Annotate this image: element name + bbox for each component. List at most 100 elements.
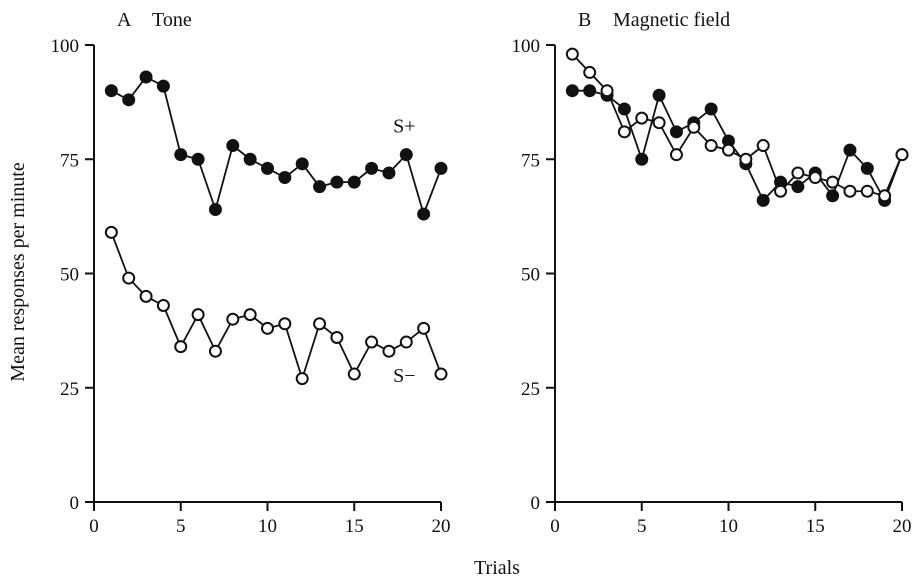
- y-tick-label: 0: [531, 493, 541, 514]
- x-tick-label: 10: [258, 516, 277, 537]
- x-tick-label: 5: [176, 516, 186, 537]
- data-point-filled: [366, 163, 377, 174]
- data-point-filled: [210, 204, 221, 215]
- data-point-filled: [297, 158, 308, 169]
- data-point-open: [366, 337, 377, 348]
- data-point-open: [401, 337, 412, 348]
- data-point-filled: [141, 71, 152, 82]
- panel-b: 0 25 50 75 100 0 5 10 15 20 B Magnetic field: [512, 9, 912, 537]
- data-point-open: [706, 140, 717, 151]
- data-point-open: [897, 149, 908, 160]
- data-point-filled: [245, 154, 256, 165]
- series-line-0: [111, 77, 441, 214]
- data-point-open: [175, 341, 186, 352]
- data-point-filled: [349, 177, 360, 188]
- panel-letter: B: [578, 9, 591, 31]
- series-line-1: [572, 54, 902, 196]
- data-point-filled: [671, 126, 682, 137]
- y-tick-label: 25: [60, 379, 79, 400]
- y-tick-label: 50: [60, 265, 79, 286]
- panel-title: Magnetic field: [613, 9, 730, 31]
- data-point-open: [279, 318, 290, 329]
- data-point-open: [584, 67, 595, 78]
- data-point-filled: [584, 85, 595, 96]
- data-point-open: [331, 332, 342, 343]
- y-tick-label: 75: [521, 150, 540, 171]
- data-point-open: [297, 373, 308, 384]
- data-point-open: [810, 172, 821, 183]
- data-point-filled: [436, 163, 447, 174]
- data-point-open: [740, 154, 751, 165]
- data-point-filled: [706, 103, 717, 114]
- data-point-filled: [331, 177, 342, 188]
- x-tick-label: 15: [345, 516, 364, 537]
- data-point-filled: [418, 209, 429, 220]
- x-tick-label: 5: [637, 516, 647, 537]
- x-tick-label: 15: [806, 516, 825, 537]
- x-axis-title: Trials: [474, 557, 520, 579]
- data-point-filled: [106, 85, 117, 96]
- data-point-open: [567, 49, 578, 60]
- data-point-filled: [792, 181, 803, 192]
- panel-a: 0 25 50 75 100 0 5 10 15 20 A Tone S+ S−: [51, 9, 451, 537]
- data-point-open: [654, 117, 665, 128]
- data-point-open: [418, 323, 429, 334]
- data-point-open: [602, 85, 613, 96]
- y-tick-label: 0: [70, 493, 80, 514]
- y-axis-title: Mean responses per minute: [7, 162, 29, 382]
- data-point-open: [158, 300, 169, 311]
- data-point-open: [245, 309, 256, 320]
- y-tick-label: 100: [512, 36, 541, 57]
- x-tick-label: 0: [550, 516, 560, 537]
- data-point-open: [671, 149, 682, 160]
- panel-letter: A: [117, 9, 132, 31]
- data-point-filled: [383, 167, 394, 178]
- panel-title: Tone: [152, 9, 192, 31]
- data-point-filled: [567, 85, 578, 96]
- data-point-filled: [401, 149, 412, 160]
- data-point-filled: [619, 103, 630, 114]
- y-tick-label: 25: [521, 379, 540, 400]
- data-point-filled: [758, 195, 769, 206]
- x-tick-label: 10: [719, 516, 738, 537]
- data-point-filled: [636, 154, 647, 165]
- data-point-open: [792, 167, 803, 178]
- data-point-open: [688, 122, 699, 133]
- data-point-filled: [827, 190, 838, 201]
- data-point-open: [436, 369, 447, 380]
- data-point-open: [314, 318, 325, 329]
- data-point-open: [123, 273, 134, 284]
- y-tick-label: 50: [521, 265, 540, 286]
- data-point-filled: [158, 81, 169, 92]
- data-point-open: [636, 113, 647, 124]
- data-point-open: [262, 323, 273, 334]
- data-point-open: [758, 140, 769, 151]
- series-label: S−: [393, 365, 415, 387]
- data-point-open: [106, 227, 117, 238]
- data-point-open: [619, 126, 630, 137]
- data-point-open: [827, 177, 838, 188]
- x-tick-label: 20: [432, 516, 451, 537]
- data-point-open: [844, 186, 855, 197]
- data-point-filled: [862, 163, 873, 174]
- x-tick-label: 0: [89, 516, 99, 537]
- data-point-filled: [654, 90, 665, 101]
- data-point-filled: [262, 163, 273, 174]
- data-point-open: [349, 369, 360, 380]
- data-point-open: [723, 145, 734, 156]
- data-point-filled: [844, 145, 855, 156]
- data-point-open: [210, 346, 221, 357]
- data-point-filled: [193, 154, 204, 165]
- series-label: S+: [393, 116, 415, 138]
- data-point-open: [227, 314, 238, 325]
- data-point-filled: [314, 181, 325, 192]
- data-point-filled: [227, 140, 238, 151]
- data-point-open: [862, 186, 873, 197]
- data-point-open: [141, 291, 152, 302]
- data-point-open: [383, 346, 394, 357]
- x-tick-label: 20: [893, 516, 912, 537]
- data-point-open: [775, 186, 786, 197]
- data-point-open: [879, 190, 890, 201]
